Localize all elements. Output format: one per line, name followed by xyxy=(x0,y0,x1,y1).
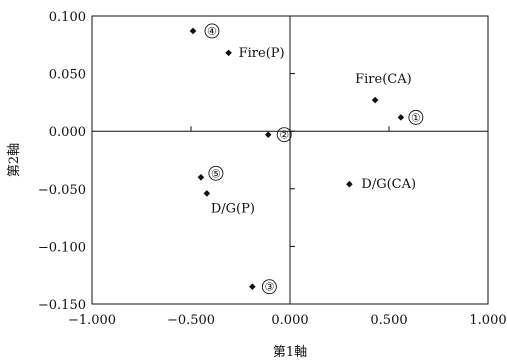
point-label-circle xyxy=(204,23,220,39)
data-point xyxy=(189,27,197,35)
data-point xyxy=(249,283,256,291)
point-label: ① xyxy=(411,111,421,124)
data-point xyxy=(225,49,232,57)
x-axis-label: 第1軸 xyxy=(273,345,307,360)
data-point xyxy=(371,96,379,104)
point-label: Fire(CA) xyxy=(355,72,412,87)
data-point xyxy=(197,173,205,181)
point-label: ② xyxy=(279,129,289,142)
point-label: D/G(CA) xyxy=(361,177,416,192)
y-tick-label: −0.100 xyxy=(38,240,86,255)
x-tick-label: 1.000 xyxy=(469,313,506,328)
x-tick-label: −0.500 xyxy=(167,313,215,328)
y-tick-label: 0.050 xyxy=(49,68,86,83)
point-label-circle xyxy=(261,279,277,295)
data-point xyxy=(264,131,272,138)
x-axis-ticks: −1.000 −0.500 0.000 0.500 1.000 xyxy=(68,126,507,328)
point-label-circle xyxy=(276,127,292,143)
point-label: Fire(P) xyxy=(239,46,285,61)
y-tick-label: 0.100 xyxy=(49,10,86,25)
y-axis-ticks: 0.100 0.050 0.000 −0.050 −0.100 −0.150 xyxy=(38,10,295,313)
point-label: ⑤ xyxy=(211,167,221,180)
data-point xyxy=(397,114,405,121)
point-label-circle xyxy=(408,109,424,125)
y-axis-label: 第2軸 xyxy=(7,143,22,177)
point-label: ④ xyxy=(207,25,217,38)
x-tick-label: −1.000 xyxy=(68,313,116,328)
data-points: ④ Fire(P) Fire(CA) ① ② ⑤ D/G(P) D/G(CA) ③ xyxy=(189,23,424,295)
x-tick-label: 0.000 xyxy=(271,313,308,328)
y-tick-label: −0.150 xyxy=(38,298,86,313)
y-tick-label: −0.050 xyxy=(38,183,86,198)
point-label-circle xyxy=(208,165,224,181)
point-label: D/G(P) xyxy=(211,201,255,216)
data-point xyxy=(346,180,353,188)
data-point xyxy=(203,190,211,197)
point-label: ③ xyxy=(264,281,274,294)
y-tick-label: 0.000 xyxy=(49,125,86,140)
x-tick-label: 0.500 xyxy=(370,313,407,328)
